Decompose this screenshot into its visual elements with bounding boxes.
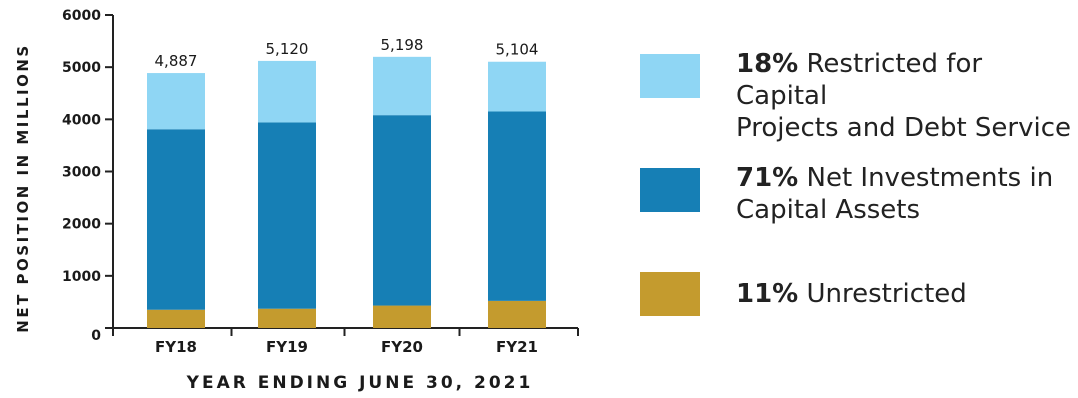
bar-segment-fy19-1 xyxy=(258,122,316,309)
bar-segment-fy19-0 xyxy=(258,308,316,328)
x-category-label: FY19 xyxy=(266,338,308,356)
legend-text-restricted-1: Restricted for Capital xyxy=(736,49,983,111)
bar-total-label: 4,887 xyxy=(155,52,198,70)
bar-segment-fy21-0 xyxy=(488,300,546,328)
y-tick-label: 2000 xyxy=(62,217,101,233)
bar-segment-fy20-1 xyxy=(373,115,431,306)
bar-segment-fy21-2 xyxy=(488,61,546,112)
y-tick-label: 3000 xyxy=(62,165,101,181)
x-category-label: FY18 xyxy=(155,338,197,356)
bar-segment-fy20-2 xyxy=(373,56,431,116)
bar-total-label: 5,198 xyxy=(381,36,424,54)
legend-swatch-restricted xyxy=(640,54,700,98)
legend-percent-unrestricted: 11% xyxy=(736,279,799,309)
legend-label-net-investments: 71% Net Investments in Capital Assets xyxy=(736,162,1076,226)
legend-label-restricted: 18% Restricted for Capital Projects and … xyxy=(736,48,1076,144)
legend: 18% Restricted for Capital Projects and … xyxy=(640,0,1078,398)
legend-text-restricted-2: Projects and Debt Service xyxy=(736,113,1072,143)
y-tick-label: 0 xyxy=(91,328,101,344)
bar-segment-fy18-0 xyxy=(147,309,205,328)
x-category-label: FY20 xyxy=(381,338,423,356)
y-tick-label: 1000 xyxy=(62,269,101,285)
bar-segment-fy21-1 xyxy=(488,111,546,301)
bar-segment-fy20-0 xyxy=(373,305,431,328)
legend-text-net-investments-2: Capital Assets xyxy=(736,195,921,225)
y-axis-title: NET POSITION IN MILLIONS xyxy=(14,43,32,332)
bar-total-label: 5,104 xyxy=(496,41,539,59)
y-tick-label: 5000 xyxy=(62,60,101,76)
bar-segment-fy18-2 xyxy=(147,73,205,130)
chart-bars xyxy=(147,56,546,328)
y-tick-label: 6000 xyxy=(62,8,101,24)
bar-segment-fy19-2 xyxy=(258,60,316,123)
bar-segment-fy18-1 xyxy=(147,129,205,310)
chart-labels: 0 1000 2000 3000 4000 5000 6000 4,887 FY18 5,120 F… xyxy=(62,8,538,356)
legend-percent-restricted: 18% xyxy=(736,49,799,79)
legend-swatch-net-investments xyxy=(640,168,700,212)
bar-total-label: 5,120 xyxy=(266,40,309,58)
legend-text-net-investments-1: Net Investments in xyxy=(806,163,1054,193)
x-axis-title: YEAR ENDING JUNE 30, 2021 xyxy=(186,373,534,393)
legend-text-unrestricted: Unrestricted xyxy=(806,279,967,309)
x-category-label: FY21 xyxy=(496,338,538,356)
legend-label-unrestricted: 11% Unrestricted xyxy=(736,278,1076,310)
y-tick-label: 4000 xyxy=(62,112,101,128)
legend-percent-net-investments: 71% xyxy=(736,163,799,193)
legend-swatch-unrestricted xyxy=(640,272,700,316)
